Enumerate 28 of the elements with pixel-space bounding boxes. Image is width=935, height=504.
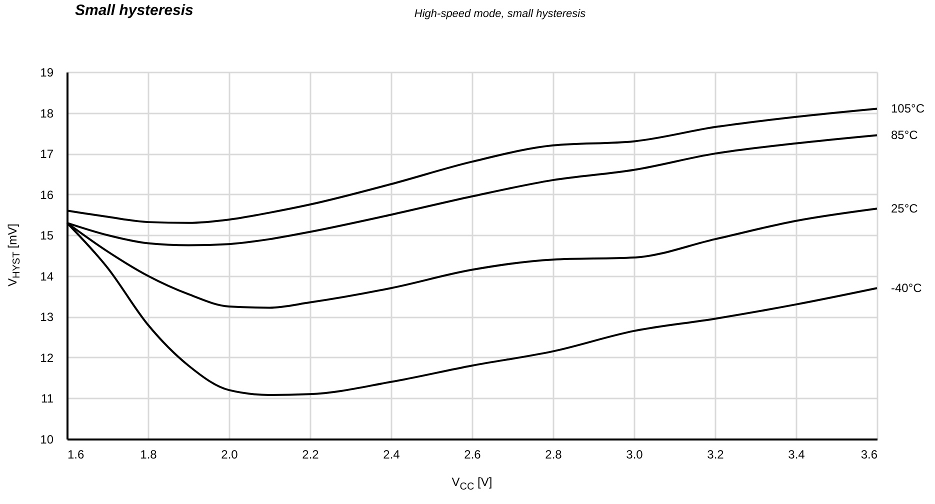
y-tick-label: 16 bbox=[40, 188, 54, 202]
series-label: 85°C bbox=[891, 128, 918, 142]
series-label: -40°C bbox=[891, 281, 922, 296]
series-label: 105°C bbox=[891, 102, 925, 116]
y-tick-label: 11 bbox=[41, 392, 54, 406]
x-tick-label: 2.2 bbox=[302, 448, 320, 462]
x-tick-label: 2.0 bbox=[221, 448, 238, 462]
chart-subtitle: High-speed mode, small hysteresis bbox=[414, 8, 586, 20]
x-tick-label: 2.6 bbox=[464, 448, 482, 462]
series-label: 25°C bbox=[891, 202, 918, 216]
y-tick-label: 18 bbox=[40, 106, 54, 120]
y-tick-label: 15 bbox=[40, 228, 54, 243]
x-tick-label: 3.6 bbox=[860, 448, 878, 462]
x-tick-label: 3.0 bbox=[626, 448, 644, 462]
x-tick-label: 1.6 bbox=[68, 448, 85, 462]
y-tick-label: 17 bbox=[40, 147, 54, 162]
y-tick-label: 12 bbox=[40, 350, 54, 365]
x-tick-label: 3.4 bbox=[788, 448, 806, 462]
x-axis-title: V$_{CC}$ [V] bbox=[452, 475, 492, 492]
x-tick-label: 3.2 bbox=[707, 448, 724, 462]
y-tick-label: 13 bbox=[40, 310, 54, 324]
x-tick-label: 1.8 bbox=[140, 448, 158, 462]
y-tick-label: 14 bbox=[40, 269, 54, 284]
x-tick-label: 2.8 bbox=[545, 448, 562, 462]
y-tick-label: 19 bbox=[40, 66, 54, 80]
x-tick-label: 2.4 bbox=[383, 448, 400, 462]
y-tick-label: 10 bbox=[40, 432, 54, 446]
chart-title: Small hysteresis bbox=[75, 2, 194, 19]
